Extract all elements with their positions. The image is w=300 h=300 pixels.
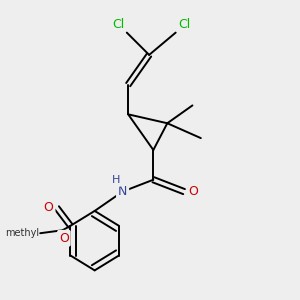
Text: methyl: methyl [5, 228, 39, 238]
Text: O: O [44, 202, 54, 214]
Text: N: N [118, 185, 127, 198]
Text: Cl: Cl [112, 18, 124, 31]
Text: O: O [188, 185, 198, 198]
Text: O: O [59, 232, 69, 245]
Text: H: H [111, 175, 120, 185]
Text: Cl: Cl [178, 18, 191, 31]
